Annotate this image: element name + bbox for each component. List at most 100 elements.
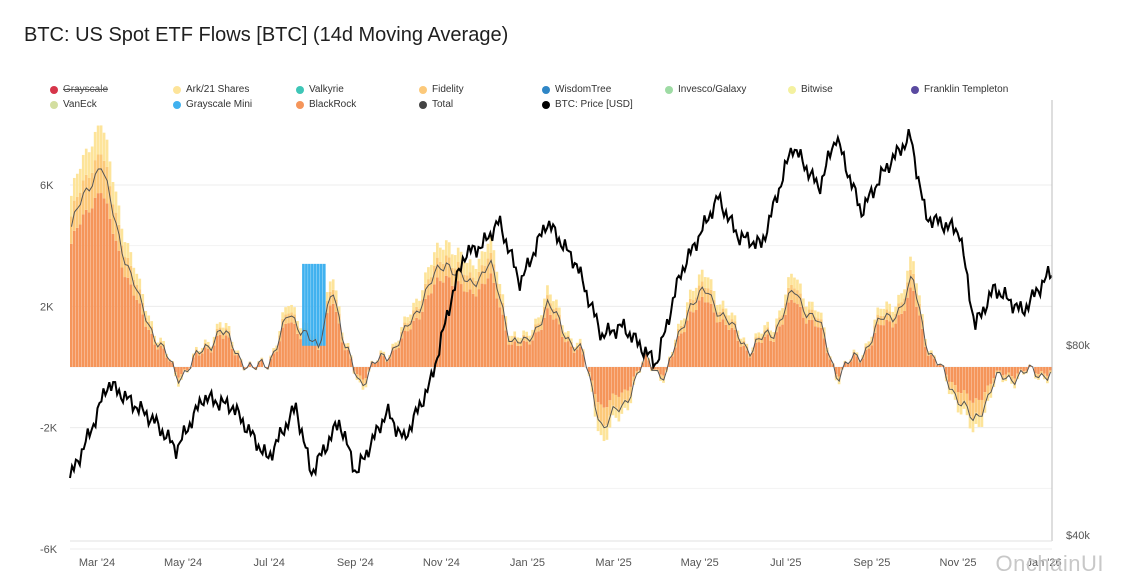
bar-blackrock xyxy=(531,340,534,367)
flow-bars xyxy=(70,125,1052,442)
bar-blackrock xyxy=(102,198,106,367)
bar-ark xyxy=(793,277,796,289)
bar-ark xyxy=(1037,377,1040,380)
bar-ark xyxy=(677,323,680,329)
bar-ark xyxy=(683,318,686,325)
bar-blackrock xyxy=(206,348,210,367)
bar-ark xyxy=(1022,373,1025,375)
bar-ark xyxy=(974,412,978,424)
bar-blackrock xyxy=(474,296,478,367)
bar-fidelity xyxy=(1016,373,1019,377)
bar-ark xyxy=(138,278,142,290)
bar-blackrock xyxy=(305,335,308,367)
bar-fidelity xyxy=(614,394,618,408)
bar-blackrock xyxy=(897,315,900,367)
bar-blackrock xyxy=(712,312,716,367)
bar-blackrock xyxy=(733,329,737,367)
bar-fidelity xyxy=(486,258,490,279)
legend-item[interactable]: BTC: Price [USD] xyxy=(542,99,665,110)
legend-item[interactable]: VanEck xyxy=(50,99,173,110)
bar-blackrock xyxy=(153,344,156,367)
bar-blackrock xyxy=(608,367,612,401)
legend-label: BTC: Price [USD] xyxy=(555,99,633,110)
bar-fidelity xyxy=(138,289,142,304)
bar-ark xyxy=(78,168,82,193)
bar-blackrock xyxy=(486,278,490,367)
bar-fidelity xyxy=(477,271,481,290)
bar-fidelity xyxy=(498,293,502,308)
bar-ark xyxy=(555,299,558,308)
bar-blackrock xyxy=(111,233,115,367)
bar-blackrock xyxy=(718,321,722,367)
bar-blackrock xyxy=(278,341,281,367)
x-tick-label: May '25 xyxy=(681,557,719,569)
bar-ark xyxy=(209,346,213,350)
bar-ark xyxy=(90,146,94,173)
bar-blackrock xyxy=(212,345,216,367)
bar-ark xyxy=(296,320,299,327)
bar-blackrock xyxy=(956,367,960,393)
bar-fidelity xyxy=(117,224,121,251)
bar-fidelity xyxy=(441,263,445,283)
bar-ark xyxy=(724,308,728,316)
bar-ark xyxy=(84,148,88,175)
bar-blackrock xyxy=(174,367,177,373)
legend-item[interactable]: Fidelity xyxy=(419,84,542,95)
legend-item[interactable]: Valkyrie xyxy=(296,84,419,95)
bar-blackrock xyxy=(459,284,463,367)
bar-blackrock xyxy=(403,330,406,367)
bar-fidelity xyxy=(703,287,707,303)
bar-ark xyxy=(608,415,612,428)
bar-ark xyxy=(346,343,350,346)
bar-ark xyxy=(611,405,615,416)
bar-blackrock xyxy=(790,299,793,367)
bar-blackrock xyxy=(596,367,600,403)
bar-ark xyxy=(754,333,758,338)
legend-item[interactable]: Grayscale xyxy=(50,84,173,95)
x-tick-label: Nov '25 xyxy=(940,557,977,569)
bar-ark xyxy=(668,356,671,358)
bar-blackrock xyxy=(623,367,627,390)
legend-item[interactable]: Franklin Templeton xyxy=(911,84,1034,95)
bar-ark xyxy=(932,355,936,357)
bar-blackrock xyxy=(314,342,317,367)
bar-blackrock xyxy=(769,340,772,367)
bar-blackrock xyxy=(885,319,889,367)
bar-blackrock xyxy=(299,339,302,367)
bar-ark xyxy=(885,301,889,310)
legend-item[interactable]: WisdomTree xyxy=(542,84,665,95)
bar-ark xyxy=(766,321,770,328)
bar-ark xyxy=(807,301,811,310)
legend-item[interactable]: Invesco/Galaxy xyxy=(665,84,788,95)
bar-ark xyxy=(510,335,514,340)
bar-blackrock xyxy=(989,367,993,384)
legend-item[interactable]: BlackRock xyxy=(296,99,419,110)
legend-item[interactable]: Ark/21 Shares xyxy=(173,84,296,95)
bar-fidelity xyxy=(953,385,957,394)
bar-fidelity xyxy=(816,318,820,328)
bar-ark xyxy=(1004,378,1008,382)
bar-ark xyxy=(629,395,633,404)
bar-blackrock xyxy=(635,367,639,372)
bar-fidelity xyxy=(177,377,180,383)
bar-fidelity xyxy=(590,380,594,387)
legend-item[interactable]: Total xyxy=(419,99,542,110)
bar-blackrock xyxy=(766,334,770,367)
bar-ark xyxy=(962,400,966,409)
bar-blackrock xyxy=(561,336,564,367)
bar-ark xyxy=(471,265,475,278)
bar-fidelity xyxy=(894,313,897,324)
bar-ark xyxy=(343,343,347,347)
legend-item[interactable]: Grayscale Mini xyxy=(173,99,296,110)
bar-blackrock xyxy=(126,277,130,367)
bar-blackrock xyxy=(700,296,704,367)
bar-blackrock xyxy=(599,367,603,405)
bar-ark xyxy=(843,360,847,362)
bar-ark xyxy=(906,270,909,283)
bar-blackrock xyxy=(1037,367,1040,375)
bar-fidelity xyxy=(635,371,639,374)
bar-ark xyxy=(156,342,159,346)
legend-item[interactable]: Bitwise xyxy=(788,84,911,95)
bar-fidelity xyxy=(1010,376,1014,381)
